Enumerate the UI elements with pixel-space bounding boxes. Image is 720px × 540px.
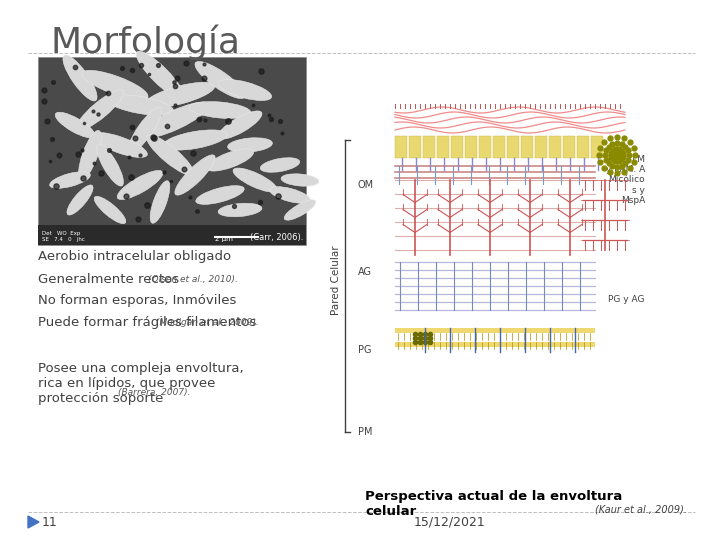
Text: Generalmente rectos: Generalmente rectos <box>38 273 179 286</box>
Ellipse shape <box>93 132 148 158</box>
Bar <box>549 136 561 158</box>
Text: Posee una compleja envoltura,
rica en lípidos, que provee
protección soporte: Posee una compleja envoltura, rica en lí… <box>38 362 243 405</box>
Bar <box>507 136 519 158</box>
Ellipse shape <box>128 107 162 153</box>
Text: 15/12/2021: 15/12/2021 <box>414 516 486 529</box>
Ellipse shape <box>146 135 194 176</box>
Ellipse shape <box>207 149 253 171</box>
Text: (Barrera, 2007).: (Barrera, 2007). <box>118 388 191 397</box>
Ellipse shape <box>189 102 251 118</box>
Text: Puede formar frágiles filamentos: Puede formar frágiles filamentos <box>38 316 256 329</box>
Bar <box>395 342 595 347</box>
Text: AG: AG <box>358 267 372 277</box>
Polygon shape <box>28 516 39 528</box>
Bar <box>591 136 603 158</box>
Bar <box>535 136 547 158</box>
Bar <box>395 328 595 333</box>
Ellipse shape <box>233 168 277 192</box>
Ellipse shape <box>145 82 215 108</box>
Ellipse shape <box>218 79 271 100</box>
Text: (Kaur et al., 2009).: (Kaur et al., 2009). <box>595 504 687 514</box>
Text: SE   7.4   0   jhc: SE 7.4 0 jhc <box>42 238 85 242</box>
Ellipse shape <box>228 138 272 152</box>
Ellipse shape <box>196 186 244 204</box>
Ellipse shape <box>107 94 174 115</box>
Ellipse shape <box>50 172 90 188</box>
Text: No forman esporas, Inmóviles: No forman esporas, Inmóviles <box>38 294 236 307</box>
Ellipse shape <box>270 187 310 203</box>
Text: (Madigan et al., 2009).: (Madigan et al., 2009). <box>156 318 258 327</box>
Text: (Carr, 2006).: (Carr, 2006). <box>250 233 303 242</box>
Ellipse shape <box>117 171 163 200</box>
Text: PG y AG: PG y AG <box>608 295 645 305</box>
Text: Morfología: Morfología <box>50 25 240 60</box>
Bar <box>521 136 533 158</box>
Ellipse shape <box>260 158 300 172</box>
Text: Aerobio intracelular obligado: Aerobio intracelular obligado <box>38 250 231 263</box>
Ellipse shape <box>94 197 126 224</box>
Bar <box>365 82 650 482</box>
Text: PIM,  LM
y LAM. A
Micólico
s y
MspA: PIM, LM y LAM. A Micólico s y MspA <box>606 154 645 205</box>
Ellipse shape <box>150 181 170 223</box>
Ellipse shape <box>218 203 262 217</box>
Text: OM: OM <box>358 180 374 190</box>
Bar <box>493 136 505 158</box>
Ellipse shape <box>78 131 102 180</box>
Ellipse shape <box>195 62 245 99</box>
Ellipse shape <box>82 70 148 100</box>
Text: Perspectiva actual de la envoltura
celular: Perspectiva actual de la envoltura celul… <box>365 490 622 518</box>
Bar <box>409 136 421 158</box>
Bar <box>577 136 589 158</box>
Bar <box>38 57 306 245</box>
Ellipse shape <box>63 55 97 101</box>
Text: PM: PM <box>358 427 372 437</box>
Bar <box>423 136 435 158</box>
Text: Pared Celular: Pared Celular <box>331 245 341 315</box>
Ellipse shape <box>136 51 184 99</box>
Text: (Olsen et al., 2010).: (Olsen et al., 2010). <box>148 275 238 284</box>
Text: 11: 11 <box>42 516 58 529</box>
Ellipse shape <box>67 185 93 215</box>
Ellipse shape <box>96 144 123 186</box>
Text: PG: PG <box>358 345 372 355</box>
Bar <box>479 136 491 158</box>
Ellipse shape <box>218 111 262 139</box>
Text: Det   WO  Exp: Det WO Exp <box>42 231 81 235</box>
Ellipse shape <box>281 174 319 186</box>
Bar <box>451 136 463 158</box>
Ellipse shape <box>175 155 215 195</box>
Ellipse shape <box>141 102 210 138</box>
Bar <box>465 136 477 158</box>
Bar <box>38 225 306 245</box>
Ellipse shape <box>284 200 316 220</box>
Text: 2 μm: 2 μm <box>215 236 233 242</box>
Bar <box>437 136 449 158</box>
Bar <box>395 136 407 158</box>
Ellipse shape <box>76 90 124 130</box>
Ellipse shape <box>55 112 95 138</box>
Bar <box>563 136 575 158</box>
Ellipse shape <box>163 130 227 150</box>
